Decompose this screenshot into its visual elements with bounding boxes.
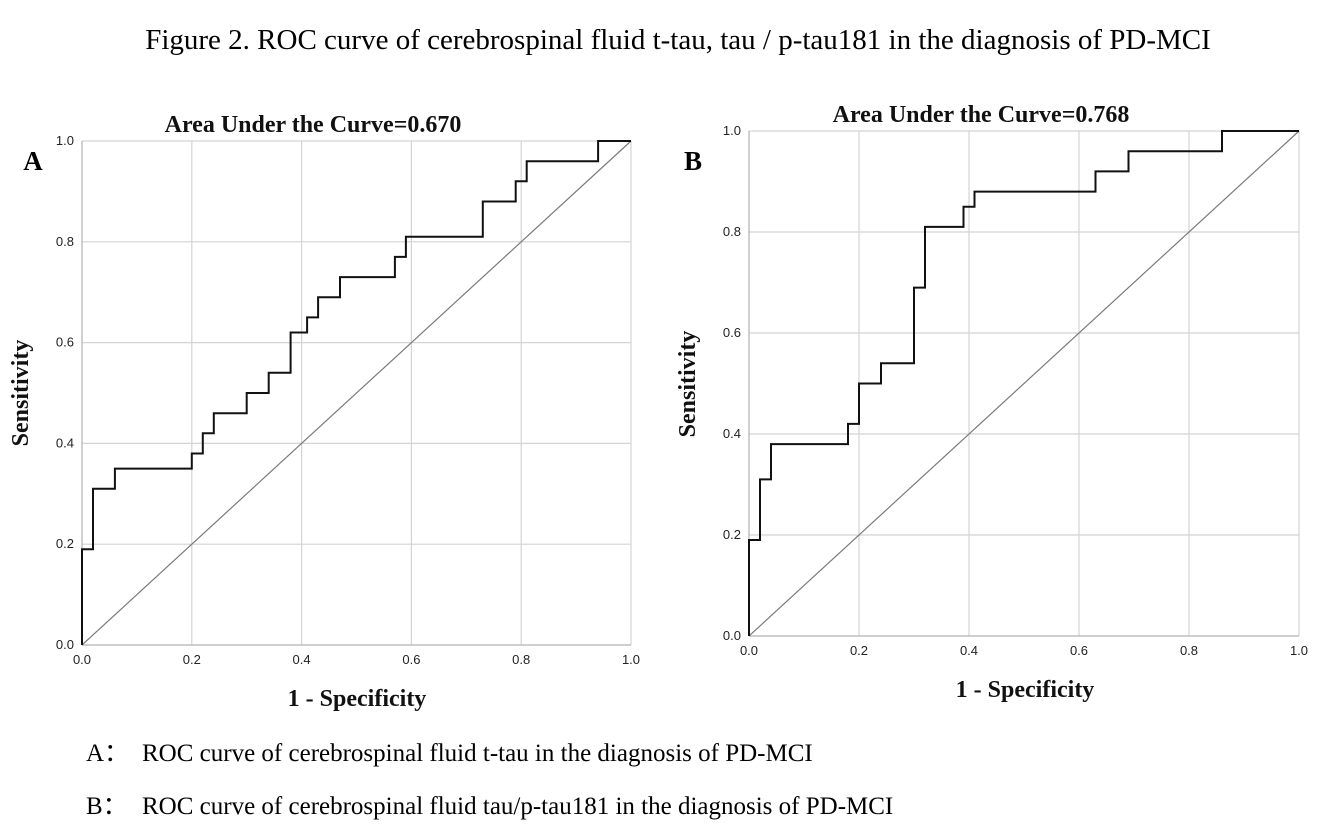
caption-a-letter: A： — [86, 740, 130, 767]
panel-label: B — [684, 146, 702, 176]
y-tick-label: 0.4 — [56, 435, 74, 450]
figure-title: Figure 2. ROC curve of cerebrospinal flu… — [145, 24, 1211, 56]
x-tick-label: 0.8 — [1180, 643, 1198, 658]
y-tick-label: 0.0 — [723, 628, 741, 643]
x-tick-label: 0.6 — [1070, 643, 1088, 658]
y-tick-label: 0.6 — [56, 335, 74, 350]
caption-a: A： ROC curve of cerebrospinal fluid t-tau… — [86, 733, 813, 769]
panel-label: A — [23, 146, 43, 176]
y-tick-label: 0.2 — [56, 536, 74, 551]
roc-panel-b: 0.0 0.2 0.4 0.6 0.8 1.0 0.0 0.2 0.4 0.6 0.8 1.0 Area… — [675, 102, 1308, 703]
x-axis-label: 1 - Specificity — [956, 677, 1095, 703]
caption-b-text: ROC curve of cerebrospinal fluid tau/p-t… — [142, 793, 894, 820]
x-tick-label: 0.2 — [183, 652, 201, 667]
x-tick-label: 0.0 — [740, 643, 758, 658]
y-axis-label: Sensitivity — [675, 331, 701, 438]
roc-curve-line — [748, 130, 1299, 636]
x-tick-label: 0.0 — [73, 652, 91, 667]
roc-curve-line — [81, 140, 631, 645]
caption-a-text: ROC curve of cerebrospinal fluid t-tau i… — [142, 740, 813, 767]
roc-panel-a: 0.0 0.2 0.4 0.6 0.8 1.0 0.0 0.2 0.4 0.6 0.8 1.0 Area… — [8, 112, 640, 712]
x-axis-label: 1 - Specificity — [288, 686, 427, 712]
x-tick-label: 0.8 — [512, 652, 530, 667]
y-tick-label: 1.0 — [56, 133, 74, 148]
y-tick-label: 0.8 — [723, 224, 741, 239]
y-tick-label: 0.2 — [723, 527, 741, 542]
caption-b-letter: B： — [86, 793, 128, 820]
reference-diagonal-line — [81, 140, 632, 646]
x-tick-label: 1.0 — [1290, 643, 1308, 658]
reference-diagonal-line — [748, 130, 1300, 637]
chart-title: Area Under the Curve=0.768 — [833, 102, 1130, 128]
x-tick-label: 1.0 — [622, 652, 640, 667]
y-tick-label: 0.4 — [723, 426, 741, 441]
y-axis-label: Sensitivity — [8, 340, 34, 447]
y-tick-label: 0.0 — [56, 637, 74, 652]
y-tick-label: 1.0 — [723, 123, 741, 138]
x-tick-label: 0.4 — [293, 652, 311, 667]
x-tick-label: 0.2 — [850, 643, 868, 658]
y-tick-label: 0.8 — [56, 234, 74, 249]
chart-title: Area Under the Curve=0.670 — [165, 112, 462, 138]
x-tick-label: 0.6 — [402, 652, 420, 667]
x-tick-label: 0.4 — [960, 643, 978, 658]
caption-b: B： ROC curve of cerebrospinal fluid tau/p… — [86, 786, 893, 822]
y-tick-label: 0.6 — [723, 325, 741, 340]
